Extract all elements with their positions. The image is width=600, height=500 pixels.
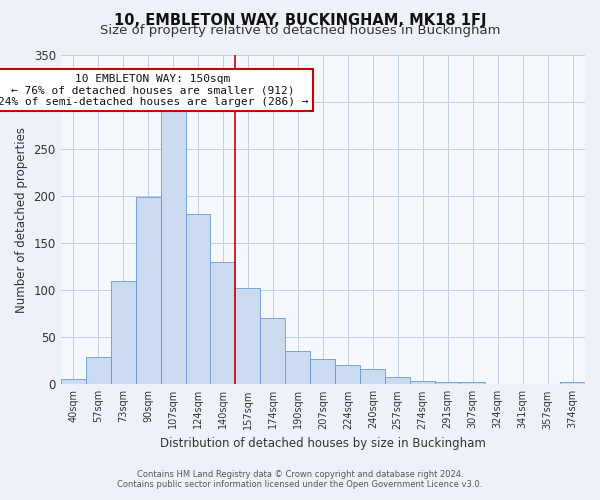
Text: Size of property relative to detached houses in Buckingham: Size of property relative to detached ho… bbox=[100, 24, 500, 37]
Bar bbox=[360, 370, 385, 384]
Bar bbox=[211, 262, 235, 384]
Text: 10 EMBLETON WAY: 150sqm
← 76% of detached houses are smaller (912)
24% of semi-d: 10 EMBLETON WAY: 150sqm ← 76% of detache… bbox=[0, 74, 308, 107]
Bar bbox=[435, 382, 460, 384]
Bar bbox=[385, 377, 410, 384]
X-axis label: Distribution of detached houses by size in Buckingham: Distribution of detached houses by size … bbox=[160, 437, 486, 450]
Bar bbox=[86, 357, 110, 384]
Bar bbox=[310, 359, 335, 384]
Bar bbox=[61, 378, 86, 384]
Bar bbox=[560, 382, 585, 384]
Bar bbox=[460, 382, 485, 384]
Y-axis label: Number of detached properties: Number of detached properties bbox=[15, 126, 28, 312]
Bar bbox=[410, 380, 435, 384]
Text: 10, EMBLETON WAY, BUCKINGHAM, MK18 1FJ: 10, EMBLETON WAY, BUCKINGHAM, MK18 1FJ bbox=[114, 12, 486, 28]
Bar bbox=[110, 281, 136, 384]
Bar bbox=[161, 108, 185, 384]
Bar bbox=[185, 214, 211, 384]
Bar bbox=[235, 288, 260, 384]
Bar bbox=[335, 366, 360, 384]
Bar bbox=[286, 352, 310, 384]
Bar bbox=[136, 197, 161, 384]
Bar bbox=[260, 318, 286, 384]
Text: Contains HM Land Registry data © Crown copyright and database right 2024.
Contai: Contains HM Land Registry data © Crown c… bbox=[118, 470, 482, 489]
